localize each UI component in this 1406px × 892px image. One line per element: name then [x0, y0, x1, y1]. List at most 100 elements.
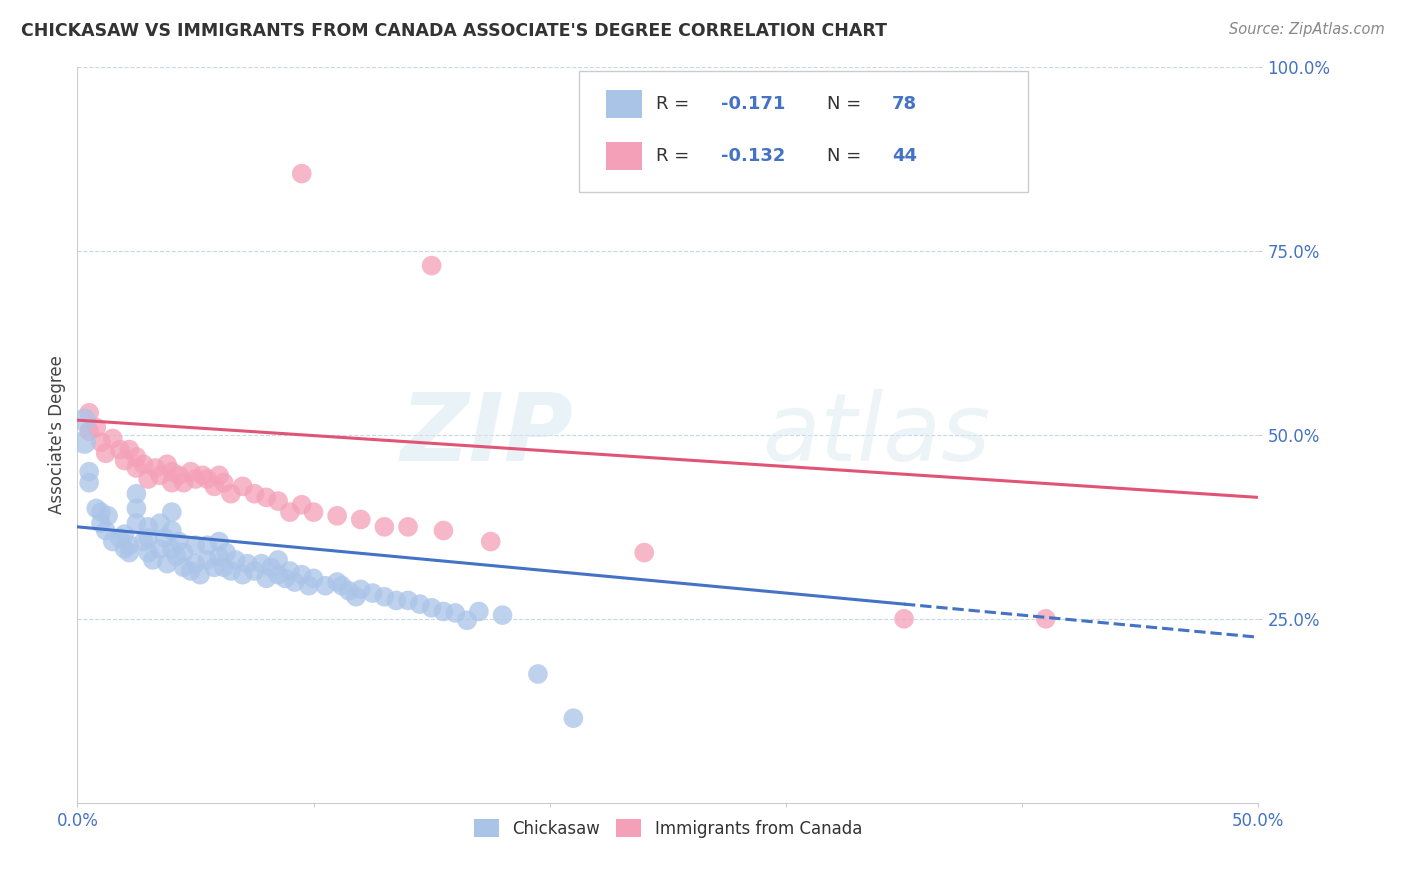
Point — [195, 538, 218, 552]
Point — [314, 579, 336, 593]
Point — [468, 605, 491, 619]
Point — [456, 613, 478, 627]
Point — [125, 487, 148, 501]
Point — [291, 498, 314, 512]
Text: R =: R = — [657, 147, 695, 165]
Point — [77, 465, 100, 479]
Point — [491, 608, 513, 623]
Point — [101, 432, 124, 446]
Point — [132, 457, 155, 471]
Point — [302, 571, 325, 585]
Point — [219, 487, 242, 501]
Point — [173, 560, 195, 574]
Text: 78: 78 — [893, 95, 917, 113]
Point — [350, 512, 373, 526]
Text: CHICKASAW VS IMMIGRANTS FROM CANADA ASSOCIATE'S DEGREE CORRELATION CHART: CHICKASAW VS IMMIGRANTS FROM CANADA ASSO… — [21, 22, 887, 40]
Point — [153, 531, 176, 545]
Point — [893, 612, 915, 626]
Point — [118, 442, 141, 457]
Point — [215, 545, 238, 560]
Point — [250, 557, 273, 571]
Point — [326, 508, 349, 523]
Point — [77, 406, 100, 420]
Point — [90, 505, 112, 519]
Point — [90, 435, 112, 450]
Text: atlas: atlas — [762, 389, 991, 481]
Point — [243, 487, 266, 501]
Point — [373, 520, 395, 534]
Text: 44: 44 — [893, 147, 917, 165]
Point — [278, 505, 301, 519]
Point — [361, 586, 384, 600]
Point — [267, 553, 290, 567]
Text: ZIP: ZIP — [401, 389, 574, 481]
Point — [73, 413, 96, 427]
Point — [160, 505, 183, 519]
Point — [409, 597, 432, 611]
Point — [326, 575, 349, 590]
Point — [84, 501, 107, 516]
Point — [94, 446, 117, 460]
Point — [420, 600, 443, 615]
Point — [114, 541, 136, 556]
Point — [260, 560, 283, 574]
Point — [149, 541, 172, 556]
Y-axis label: Associate's Degree: Associate's Degree — [48, 355, 66, 515]
Point — [219, 564, 242, 578]
Point — [160, 475, 183, 490]
Text: Source: ZipAtlas.com: Source: ZipAtlas.com — [1229, 22, 1385, 37]
Point — [149, 468, 172, 483]
Text: R =: R = — [657, 95, 695, 113]
Point — [479, 534, 502, 549]
Point — [274, 571, 297, 585]
Point — [173, 475, 195, 490]
Point — [212, 560, 235, 574]
Point — [373, 590, 395, 604]
Point — [243, 564, 266, 578]
Text: N =: N = — [827, 95, 868, 113]
Point — [267, 494, 290, 508]
Point — [94, 524, 117, 538]
Bar — [606, 90, 643, 119]
Point — [184, 472, 207, 486]
Point — [114, 453, 136, 467]
Point — [208, 534, 231, 549]
Point — [136, 545, 159, 560]
Point — [143, 461, 166, 475]
Point — [132, 534, 155, 549]
Point — [173, 545, 195, 560]
Bar — [606, 142, 643, 170]
FancyBboxPatch shape — [579, 70, 1028, 192]
Point — [350, 582, 373, 597]
Point — [180, 564, 202, 578]
Point — [330, 579, 353, 593]
Point — [136, 472, 159, 486]
Point — [254, 571, 277, 585]
Point — [344, 590, 367, 604]
Point — [432, 524, 454, 538]
Point — [236, 557, 259, 571]
Text: -0.171: -0.171 — [721, 95, 786, 113]
Point — [396, 520, 419, 534]
Point — [77, 424, 100, 438]
Point — [149, 516, 172, 530]
Point — [208, 468, 231, 483]
Point — [396, 593, 419, 607]
Point — [212, 475, 235, 490]
Point — [763, 78, 786, 93]
Point — [125, 516, 148, 530]
Point — [180, 465, 202, 479]
Point — [184, 538, 207, 552]
Point — [202, 560, 225, 574]
Point — [101, 534, 124, 549]
Point — [195, 472, 218, 486]
Point — [232, 567, 254, 582]
Point — [97, 508, 120, 523]
Point — [136, 531, 159, 545]
Point — [291, 167, 314, 181]
Point — [167, 468, 190, 483]
Point — [202, 479, 225, 493]
Text: -0.132: -0.132 — [721, 147, 786, 165]
Point — [188, 567, 211, 582]
Point — [291, 567, 314, 582]
